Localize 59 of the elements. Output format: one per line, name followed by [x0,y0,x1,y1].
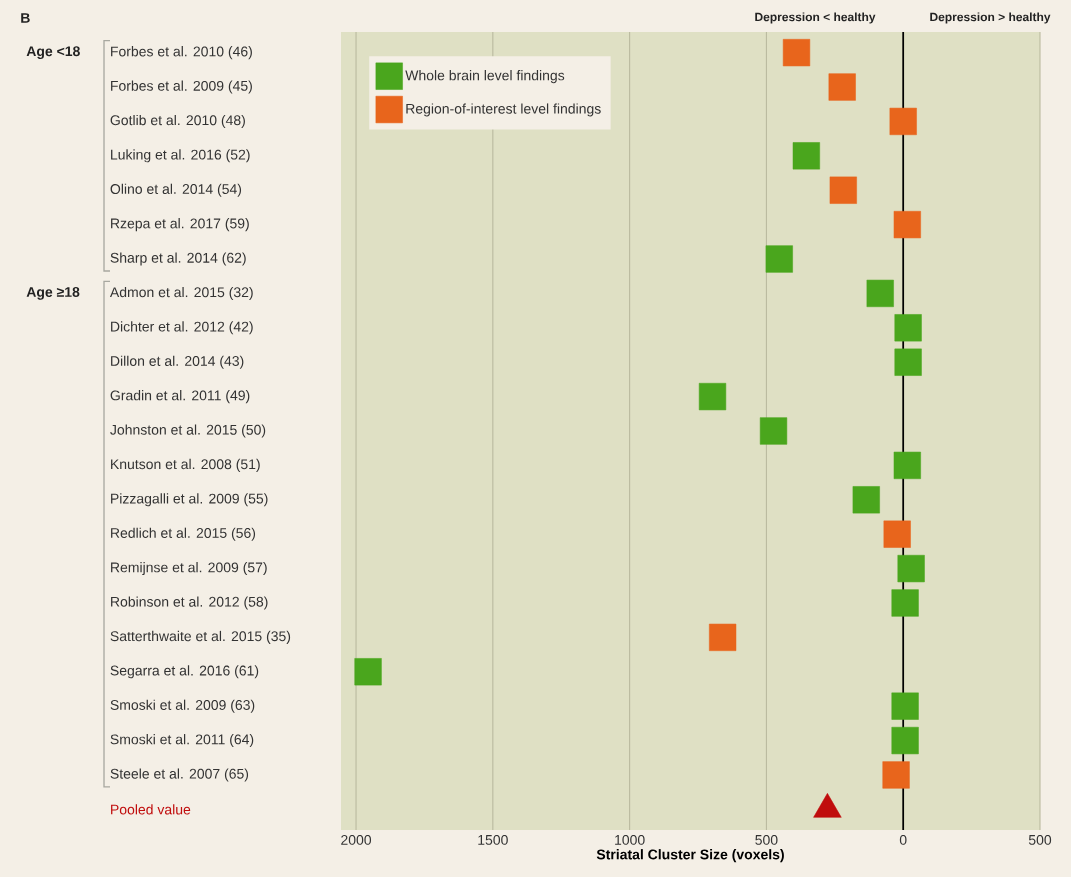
point [894,348,922,376]
point [891,589,919,617]
y-tick-label: Satterthwaite et al. 2015 (35) [110,630,291,644]
y-tick-label: Pooled value [111,804,191,815]
y-tick-label: Smoski et al. 2011 (64) [110,734,254,748]
point [894,314,922,342]
point [829,176,857,204]
y-tick-label: Sharp et al. 2014 (62) [110,252,246,266]
text: Depression > healthy [930,12,1051,24]
point [698,383,727,411]
point [792,142,820,170]
y-tick-label: Smoski et al. 2009 (63) [110,699,255,713]
point [782,39,811,67]
y-tick-label: Pizzagalli et al. 2009 (55) [111,493,268,507]
point [883,520,911,548]
y-tick-label: Steele et al. 2007 (65) [110,768,249,782]
text: Depression < healthy [755,12,876,24]
y-tick-label: Dichter et al. 2012 (42) [111,321,253,335]
x-tick-label: 1000 [615,834,645,845]
text: B [21,13,30,23]
x-tick-label: 500 [1028,834,1052,845]
text: Age ≥18 [26,287,80,300]
y-tick-label: Forbes et al. 2009 (45) [111,80,252,94]
point [893,451,921,479]
y-tick-label: Forbes et al. 2010 (46) [111,46,252,60]
point [759,417,788,445]
y-tick-label: Segarra et al. 2016 (61) [110,665,259,679]
y-tick-label: Rzepa et al. 2017 (59) [111,218,249,232]
x-tick-label: 2000 [341,834,372,845]
point [354,658,382,686]
point [765,245,793,273]
y-tick-label: Gradin et al. 2011 (49) [110,390,250,404]
y-tick-label: Remijnse et al. 2009 (57) [111,562,267,576]
point [893,211,921,239]
point [852,486,880,514]
y-tick-label: Robinson et al. 2012 (58) [111,596,268,610]
point [891,726,919,755]
point [866,279,894,308]
x-tick-label: 0 [899,834,907,845]
y-tick-label: Gotlib et al. 2010 (48) [110,114,245,128]
point [882,761,910,789]
point [891,692,919,720]
x-axis-title: Striatal Cluster Size (voxels) [596,849,784,863]
y-tick-label: Luking et al. 2016 (52) [111,149,250,163]
y-tick-label: Dillon et al. 2014 (43) [111,355,244,369]
text: Age <18 [26,46,80,59]
y-tick-label: Olino et al. 2014 (54) [110,183,242,197]
y-tick-label: Johnston et al. 2015 (50) [110,424,266,438]
point [889,107,917,136]
y-tick-label: Redlich et al. 2015 (56) [111,527,256,541]
point [709,623,737,651]
legend-label: Whole brain level findings [405,70,565,84]
x-tick-label: 1500 [478,834,508,845]
x-tick-label: 500 [755,834,778,845]
y-tick-label: Admon et al. 2015 (32) [109,286,253,300]
point [828,73,856,101]
point [897,554,925,583]
legend-label: Region-of-interest level findings [406,103,601,117]
y-tick-label: Knutson et al. 2008 (51) [111,458,260,472]
